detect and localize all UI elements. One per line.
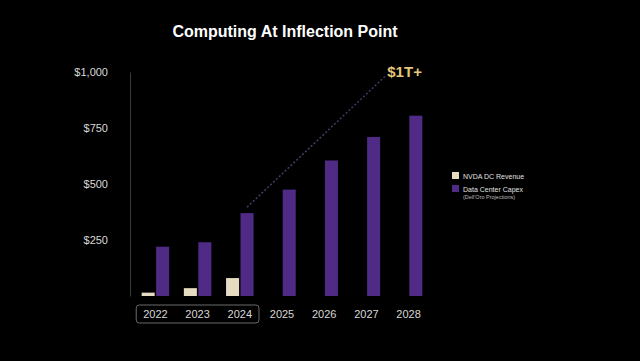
chart-svg: Computing At Inflection Point $250 $500 $75… (0, 0, 640, 361)
legend-label: NVDA DC Revenue (463, 173, 524, 180)
title: Computing At Inflection Point (172, 23, 398, 40)
x-tick: 2028 (396, 300, 420, 320)
bar (409, 116, 422, 296)
bar (283, 190, 296, 296)
y-tick: $500 (84, 178, 130, 190)
bar (198, 242, 211, 296)
bar (156, 247, 169, 296)
bar (142, 293, 155, 296)
y-axis: $250 $500 $750 $1,000 (74, 66, 130, 296)
trend-line (247, 76, 385, 207)
x-tick-label: 2023 (185, 308, 209, 320)
legend-swatch (452, 172, 459, 179)
bars (142, 116, 423, 296)
bar (241, 213, 254, 296)
x-tick-label: 2028 (396, 308, 420, 320)
annotation: $1T+ (387, 63, 422, 80)
x-tick-label: 2025 (270, 308, 294, 320)
x-tick: 2025 (270, 300, 294, 320)
legend-swatch (452, 185, 459, 192)
x-tick: 2026 (312, 300, 336, 320)
legend-label: Data Center Capex (463, 186, 523, 194)
x-axis: 2022 2023 2024 2025 2026 2027 2028 (143, 300, 421, 320)
bar (325, 160, 338, 296)
x-tick-label: 2026 (312, 308, 336, 320)
y-tick-label: $750 (84, 122, 108, 134)
bar (367, 137, 380, 296)
y-tick-label: $500 (84, 178, 108, 190)
legend: NVDA DC Revenue Data Center Capex(Dell'Or… (452, 172, 524, 200)
y-axis-line (130, 73, 131, 297)
x-tick: 2024 (228, 300, 252, 320)
x-tick: 2022 (143, 300, 167, 320)
legend-note: (Dell'Oro Projections) (463, 194, 515, 200)
bar (226, 278, 239, 296)
x-tick-label: 2024 (228, 308, 252, 320)
y-tick: $1,000 (74, 66, 130, 78)
y-tick: $250 (84, 234, 130, 246)
x-tick-label: 2022 (143, 308, 167, 320)
x-tick: 2023 (185, 300, 209, 320)
x-tick-label: 2027 (354, 308, 378, 320)
bar (184, 288, 197, 296)
category-highlight (136, 305, 259, 323)
y-tick-label: $250 (84, 234, 108, 246)
chart-container: Computing At Inflection Point $250 $500 $75… (0, 0, 640, 361)
y-tick-label: $1,000 (74, 66, 108, 78)
x-tick: 2027 (354, 300, 378, 320)
y-tick: $750 (84, 122, 130, 134)
